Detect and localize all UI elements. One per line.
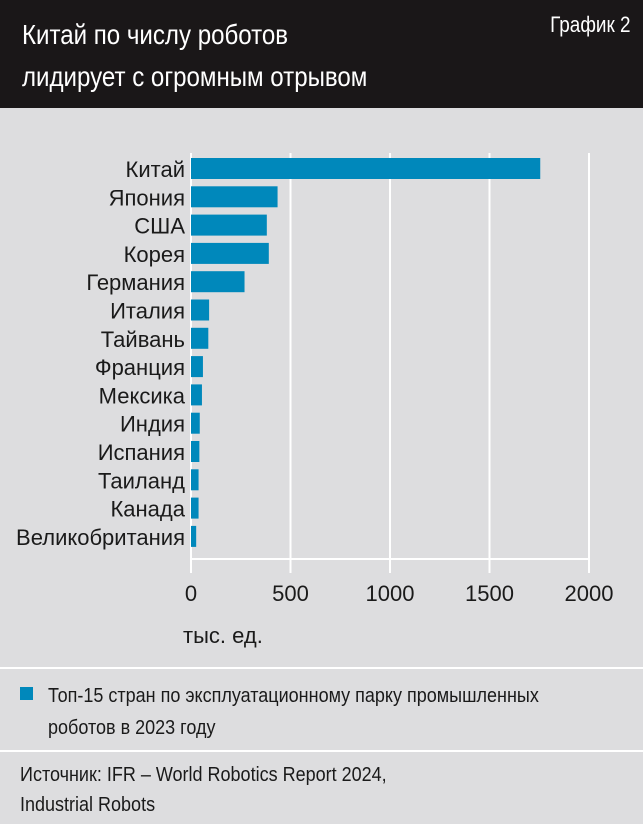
x-tick-label: 2000 xyxy=(565,581,614,606)
bar-8 xyxy=(191,384,202,406)
bar-4 xyxy=(191,271,245,293)
bar-2 xyxy=(191,214,267,236)
bar-5 xyxy=(191,299,210,321)
bar-13 xyxy=(191,525,197,547)
category-label: США xyxy=(134,214,185,239)
category-label: Канада xyxy=(110,497,185,522)
category-label: Франция xyxy=(95,355,185,380)
category-label: Япония xyxy=(109,185,185,210)
legend-label: Топ-15 стран по эксплуатационному парку … xyxy=(48,685,539,739)
x-tick-label: 0 xyxy=(185,581,197,606)
category-label: Индия xyxy=(120,412,185,437)
bar-6 xyxy=(191,327,209,349)
chart-title: Китай по числу роботов лидирует с огромн… xyxy=(22,19,368,92)
divider xyxy=(0,667,643,669)
category-label: Великобритания xyxy=(16,525,185,550)
bar-3 xyxy=(191,242,269,264)
category-label: Германия xyxy=(86,270,185,295)
category-label: Китай xyxy=(126,157,185,182)
x-tick-label: 1500 xyxy=(465,581,514,606)
chart-number: График 2 xyxy=(550,12,631,37)
bar-9 xyxy=(191,412,200,434)
chart-header: Китай по числу роботов лидирует с огромн… xyxy=(0,0,643,108)
source-note: Источник: IFR – World Robotics Report 20… xyxy=(20,764,387,816)
bar-chart: 0 500 1000 1500 2000 Китай Япония США Корея Герма… xyxy=(16,153,614,648)
x-tick-label: 1000 xyxy=(366,581,415,606)
category-label: Тайвань xyxy=(101,327,185,352)
bar-1 xyxy=(191,186,278,208)
bar-0 xyxy=(191,158,541,179)
category-label: Италия xyxy=(110,299,185,324)
bar-7 xyxy=(191,356,203,378)
x-axis-label: тыс. ед. xyxy=(183,623,263,648)
legend-swatch xyxy=(20,687,33,700)
category-label: Испания xyxy=(98,440,185,465)
category-label: Мексика xyxy=(99,383,186,408)
bar-10 xyxy=(191,441,200,462)
x-tick-label: 500 xyxy=(272,581,309,606)
category-label: Корея xyxy=(124,242,185,267)
divider xyxy=(0,750,643,752)
bar-11 xyxy=(191,469,199,491)
category-label: Таиланд xyxy=(98,468,185,493)
bar-12 xyxy=(191,497,199,519)
